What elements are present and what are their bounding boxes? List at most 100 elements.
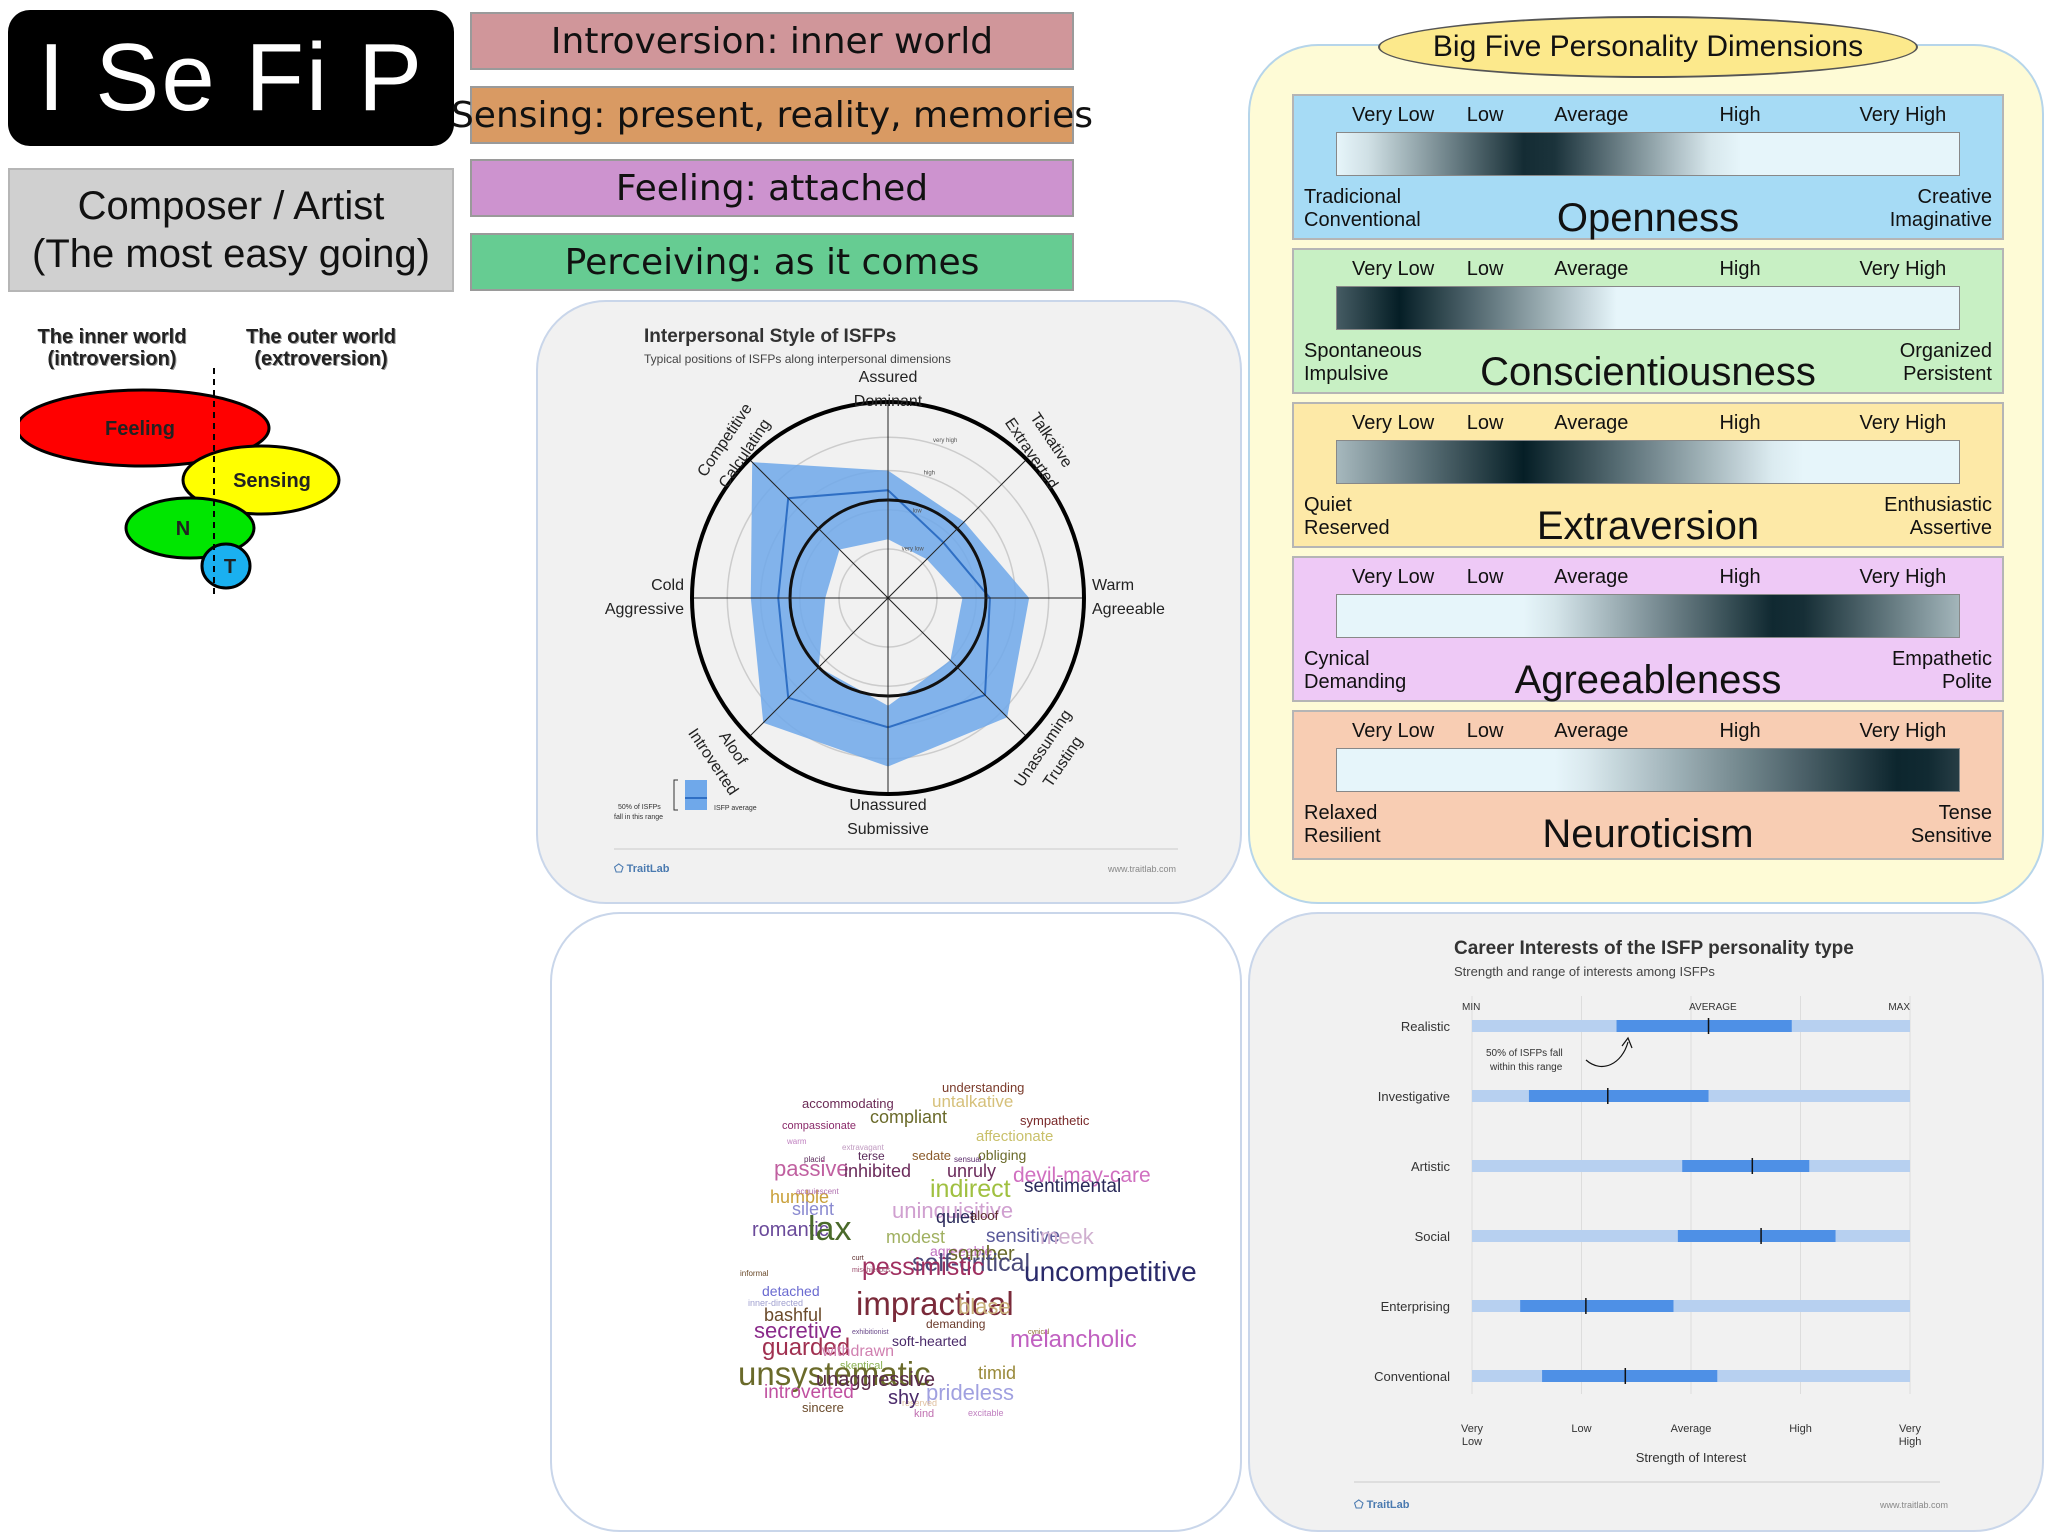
trait-distribution-bar [1336, 286, 1960, 330]
cloud-word: inner-directed [748, 1298, 804, 1308]
nickname-box: Composer / Artist (The most easy going) [8, 168, 454, 292]
career-row-label: Social [1415, 1229, 1451, 1244]
level-label: Average [1554, 566, 1629, 588]
isfp-range-area [750, 462, 1030, 767]
cloud-word: sensual [954, 1155, 982, 1164]
career-iqr-bar [1682, 1160, 1810, 1172]
cloud-word: affectionate [976, 1128, 1054, 1145]
cloud-word: sedate [912, 1148, 952, 1163]
legend-average-label: ISFP average [714, 805, 757, 812]
cloud-word: detached [762, 1283, 820, 1299]
cloud-word: somber [948, 1243, 1015, 1265]
trait-high-pole: Creative Imaginative [1890, 186, 1992, 232]
interpersonal-title: Interpersonal Style of ISFPs [644, 326, 897, 347]
cloud-word: withdrawn [822, 1343, 895, 1360]
cloud-word: kind [914, 1408, 935, 1420]
dimension-feeling: Feeling: attached [470, 159, 1074, 217]
cloud-word: pessimistic [862, 1253, 985, 1281]
cloud-word: sentimental [1024, 1176, 1122, 1197]
career-brand-text: TraitLab [1366, 1499, 1410, 1511]
trait-low-pole-line-1: Relaxed [1304, 802, 1378, 824]
inner-world-line-2: (introversion) [47, 348, 177, 370]
big-five-title: Big Five Personality Dimensions [1378, 16, 1918, 78]
career-bottom-tick-1: Low [1571, 1423, 1591, 1435]
career-bottom-tick-4-line-2: High [1899, 1436, 1922, 1448]
trait-high-pole-line-1: Organized [1899, 340, 1992, 362]
trait-high-pole-line-2: Persistent [1903, 363, 1992, 385]
cloud-word: guarded [762, 1334, 851, 1361]
cloud-word: passive [774, 1156, 849, 1181]
career-row-label: Realistic [1401, 1019, 1451, 1034]
cloud-word: unaggressive [816, 1369, 935, 1391]
cloud-word: demanding [926, 1317, 986, 1331]
trait-distribution-bar [1336, 440, 1960, 484]
trait-high-pole-line-1: Empathetic [1891, 648, 1992, 670]
career-url: www.traitlab.com [1879, 1500, 1948, 1510]
axis-label-4: Unassured Submissive [847, 797, 929, 838]
axis-label-0: Assured Dominant [854, 369, 923, 410]
legend-range-line-2: fall in this range [614, 814, 663, 821]
trait-high-pole-line-2: Sensitive [1910, 825, 1992, 847]
feeling-label: Feeling [105, 418, 175, 440]
level-label: High [1719, 412, 1761, 434]
career-x-axis-label: Strength of Interest [1636, 1450, 1747, 1465]
level-label: Low [1466, 104, 1504, 126]
career-annotation-arrow [1585, 1041, 1629, 1068]
cloud-word: untalkative [932, 1092, 1014, 1111]
cloud-word: humble [770, 1187, 830, 1207]
cloud-word: terse [858, 1149, 885, 1163]
dimension-introversion: Introversion: inner world [470, 12, 1074, 70]
outer-world-label: The outer world (extroversion) [226, 326, 416, 370]
big-five-row-extraversion: Very Low Low Average High Very High Quiet Res… [1292, 402, 2004, 548]
trait-low-pole-line-1: Cynical [1304, 648, 1370, 670]
trait-high-pole-line-1: Creative [1917, 186, 1992, 208]
ring-label-3: very high [933, 438, 957, 444]
cloud-word: indirect [930, 1175, 1011, 1203]
cloud-word: sensitive [986, 1226, 1060, 1247]
axis-label-0-line-1: Assured [859, 369, 918, 386]
trait-low-pole: Quiet Reserved [1304, 494, 1390, 540]
level-label: Very Low [1351, 258, 1435, 280]
career-annotation-line-1: 50% of ISFPs fall [1486, 1048, 1563, 1059]
trait-low-pole: Spontaneous Impulsive [1304, 340, 1422, 386]
career-row-label: Artistic [1411, 1159, 1451, 1174]
career-row-label: Investigative [1378, 1089, 1450, 1104]
cloud-word: aloof [970, 1208, 999, 1223]
trait-low-pole: Cynical Demanding [1304, 648, 1406, 694]
cloud-word: lax [808, 1210, 852, 1248]
level-label: Very High [1859, 566, 1947, 588]
career-brand: ⬠ TraitLab [1354, 1499, 1410, 1511]
career-row-label: Enterprising [1381, 1299, 1450, 1314]
career-bottom-tick-3: High [1789, 1423, 1812, 1435]
cloud-word: exhibitionist [852, 1329, 889, 1336]
legend-range-swatch [685, 780, 707, 810]
level-label: Very High [1859, 720, 1947, 742]
legend-bracket [673, 779, 678, 811]
function-diagram: Feeling Sensing N T [20, 368, 341, 596]
trait-name: Extraversion [1536, 504, 1760, 548]
interpersonal-subtitle: Typical positions of ISFPs along interpe… [644, 352, 951, 366]
cloud-word: silent [792, 1199, 835, 1219]
cloud-word: placid [804, 1155, 825, 1164]
cloud-word: secretive [754, 1318, 843, 1343]
trait-low-pole-line-2: Impulsive [1304, 363, 1389, 385]
cloud-word: excitable [968, 1408, 1004, 1418]
cloud-word: shy [888, 1387, 920, 1409]
career-top-tick-1: AVERAGE [1689, 1002, 1737, 1013]
level-label: Very Low [1351, 412, 1435, 434]
career-bottom-tick-2: Average [1671, 1423, 1712, 1435]
axis-label-2-line-2: Agreeable [1092, 601, 1165, 618]
word-cloud-panel: understanding accommodating untalkative sym… [550, 912, 1242, 1532]
axis-label-6: Cold Aggressive [605, 577, 684, 618]
trait-name: Conscientiousness [1480, 350, 1816, 394]
sensing-ellipse [181, 444, 341, 516]
axis-label-2-line-1: Warm [1092, 577, 1134, 594]
level-labels: Very Low Low Average High Very High [1294, 104, 2002, 128]
axis-label-6-line-1: Cold [651, 577, 684, 594]
level-label: Very Low [1351, 720, 1435, 742]
cloud-word: extravagant [842, 1143, 884, 1152]
word-cloud: understanding accommodating untalkative sym… [552, 914, 1244, 1534]
trait-low-pole: Tradicional Conventional [1304, 186, 1421, 232]
cloud-word: compliant [870, 1107, 948, 1127]
